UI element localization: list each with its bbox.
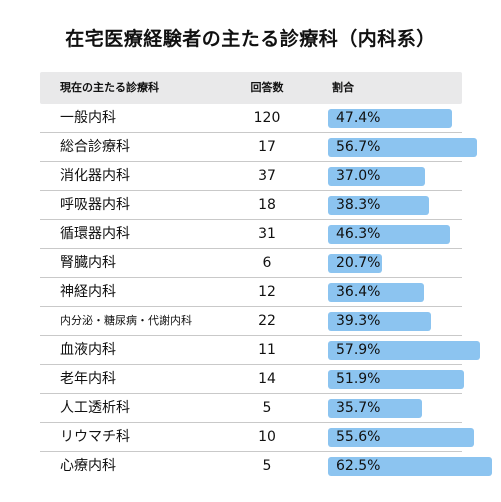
department-label: 一般内科 — [60, 110, 116, 126]
count-value: 17 — [258, 139, 276, 155]
department-label: 呼吸器内科 — [60, 197, 130, 213]
count-value: 14 — [258, 371, 276, 387]
ratio-label: 56.7% — [336, 139, 381, 155]
table-row: 腎臓内科 6 20.7% — [40, 249, 462, 278]
table-row: 呼吸器内科 18 38.3% — [40, 191, 462, 220]
ratio-label: 47.4% — [336, 110, 381, 126]
department-label: 血液内科 — [60, 342, 116, 358]
header-ratio: 割合 — [332, 81, 354, 94]
count-value: 11 — [258, 342, 276, 358]
count-value: 18 — [258, 197, 276, 213]
ratio-label: 39.3% — [336, 313, 381, 329]
table-row: 消化器内科 37 37.0% — [40, 162, 462, 191]
ratio-label: 55.6% — [336, 429, 381, 445]
count-value: 5 — [262, 458, 272, 474]
department-label: 老年内科 — [60, 371, 116, 387]
ratio-bar — [328, 167, 425, 186]
chart-title: 在宅医療経験者の主たる診療科（内科系） — [65, 28, 436, 50]
ratio-bar — [328, 225, 450, 244]
count-value: 31 — [258, 226, 276, 242]
department-label: 心療内科 — [60, 458, 116, 474]
department-label: 消化器内科 — [60, 168, 130, 184]
ratio-bar — [328, 109, 452, 128]
ratio-bar — [328, 457, 492, 476]
department-label: 循環器内科 — [60, 226, 130, 242]
ratio-label: 57.9% — [336, 342, 381, 358]
department-label: 総合診療科 — [60, 139, 130, 155]
ratio-bar — [328, 138, 477, 157]
ratio-label: 46.3% — [336, 226, 381, 242]
ratio-bar — [328, 254, 382, 273]
count-value: 6 — [262, 255, 272, 271]
header-count: 回答数 — [250, 81, 284, 94]
header-department: 現在の主たる診療科 — [60, 81, 159, 94]
table-row: 一般内科 120 47.4% — [40, 104, 462, 133]
table-row: 血液内科 11 57.9% — [40, 336, 480, 365]
department-label: リウマチ科 — [60, 429, 130, 445]
count-value: 37 — [258, 168, 276, 184]
table-body: 一般内科 120 47.4% 総合診療科 17 56.7% 消化器内科 37 37.0% 呼吸器内… — [40, 104, 492, 481]
ratio-bar — [328, 196, 429, 215]
count-value: 120 — [253, 110, 281, 126]
department-label: 人工透析科 — [60, 400, 130, 416]
ratio-bar — [328, 370, 464, 389]
count-value: 5 — [262, 400, 272, 416]
department-label: 内分泌・糖尿病・代謝内科 — [60, 314, 192, 327]
table-row: 内分泌・糖尿病・代謝内科 22 39.3% — [40, 307, 462, 336]
ratio-label: 38.3% — [336, 197, 381, 213]
table-row: 神経内科 12 36.4% — [40, 278, 462, 307]
ratio-label: 20.7% — [336, 255, 381, 271]
table-row: 循環器内科 31 46.3% — [40, 220, 462, 249]
table-header: 現在の主たる診療科 回答数 割合 — [40, 72, 462, 104]
table-row: リウマチ科 10 55.6% — [40, 423, 474, 452]
ratio-label: 51.9% — [336, 371, 381, 387]
ratio-label: 35.7% — [336, 400, 381, 416]
ratio-label: 36.4% — [336, 284, 381, 300]
count-value: 22 — [258, 313, 276, 329]
department-label: 神経内科 — [60, 284, 116, 300]
ratio-bar — [328, 399, 422, 418]
count-value: 10 — [258, 429, 276, 445]
table-row: 心療内科 5 62.5% — [40, 452, 492, 481]
table-row: 老年内科 14 51.9% — [40, 365, 464, 394]
department-label: 腎臓内科 — [60, 255, 116, 271]
ratio-bar — [328, 341, 480, 360]
count-value: 12 — [258, 284, 276, 300]
ratio-bar — [328, 428, 474, 447]
ratio-bar — [328, 312, 431, 331]
ratio-label: 62.5% — [336, 458, 381, 474]
ratio-label: 37.0% — [336, 168, 381, 184]
table-row: 人工透析科 5 35.7% — [40, 394, 462, 423]
ratio-bar — [328, 283, 424, 302]
table-row: 総合診療科 17 56.7% — [40, 133, 477, 162]
